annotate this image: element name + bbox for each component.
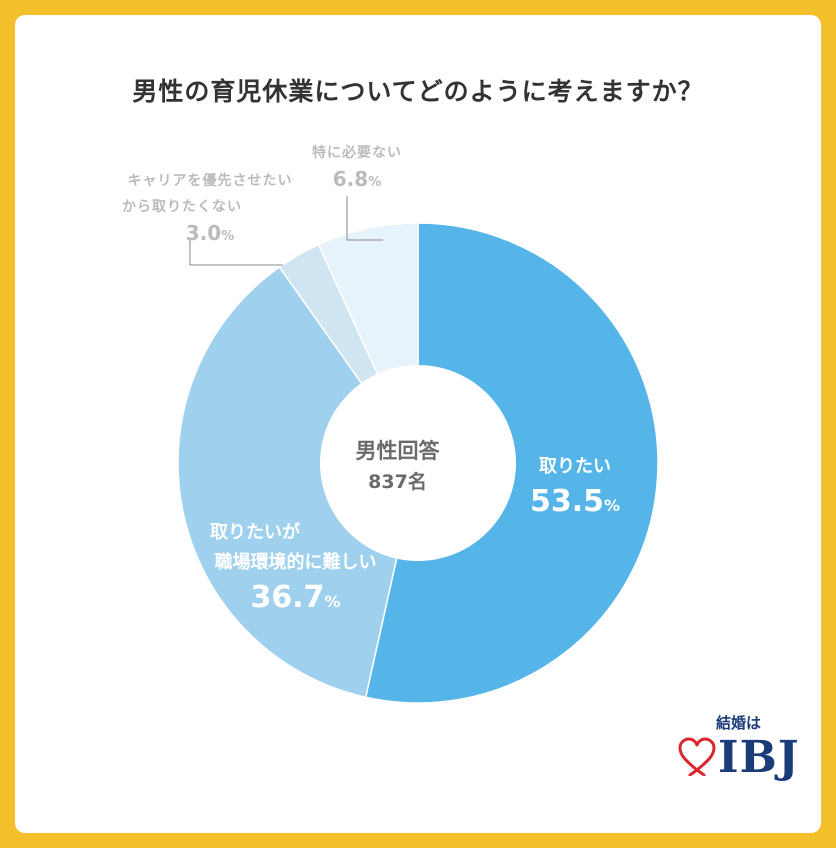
label-career-line2: から取りたくない — [122, 199, 242, 215]
logo-tagline: 結婚は — [716, 714, 762, 732]
label-take: 取りたい 53.5% — [520, 452, 630, 526]
label-career-line1: キャリアを優先させたい — [127, 173, 293, 189]
label-unneeded: 特に必要ない 6.8% — [297, 140, 417, 196]
label-career-value: 3.0 — [185, 221, 222, 245]
label-take-value: 53.5 — [529, 484, 604, 519]
label-difficult: 取りたいが 職場環境的に難しい 36.7% — [198, 518, 393, 622]
center-label: 男性回答 837名 — [320, 435, 475, 497]
label-unneeded-name: 特に必要ない — [312, 145, 402, 161]
donut-hole — [320, 365, 516, 561]
leader-line-career — [189, 240, 283, 266]
label-take-name: 取りたい — [539, 456, 611, 477]
label-take-unit: % — [604, 496, 621, 515]
chart-title: 男性の育児休業についてどのように考えますか？ — [132, 77, 704, 106]
label-unneeded-unit: % — [368, 175, 382, 190]
slice-difficult — [177, 266, 419, 699]
label-difficult-line1: 取りたいが — [210, 522, 300, 543]
center-label-respondents: 男性回答 — [355, 439, 440, 463]
label-career-unit: % — [221, 229, 235, 244]
ibj-logo: 結婚は IBJ — [678, 712, 799, 792]
label-difficult-line2: 職場環境的に難しい — [214, 552, 377, 573]
center-label-count: 837名 — [368, 471, 427, 493]
label-unneeded-value: 6.8 — [332, 167, 369, 191]
label-difficult-value: 36.7 — [250, 580, 325, 615]
leader-line-unneeded — [346, 196, 383, 241]
heart-icon — [678, 737, 716, 776]
logo-brand: IBJ — [718, 732, 800, 783]
label-difficult-unit: % — [324, 592, 341, 611]
label-career: キャリアを優先させたい から取りたくない 3.0% — [110, 168, 310, 250]
